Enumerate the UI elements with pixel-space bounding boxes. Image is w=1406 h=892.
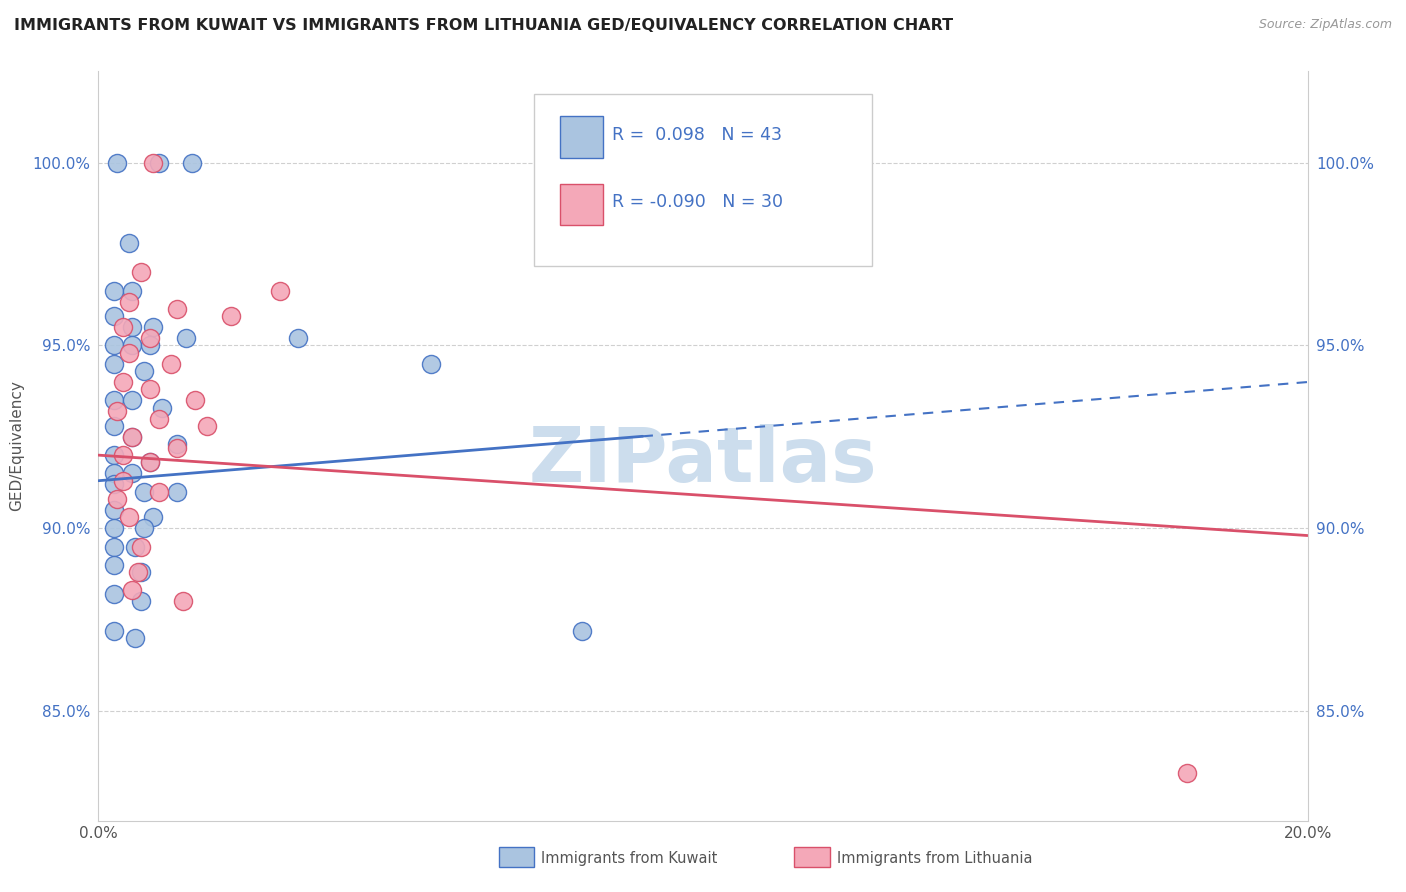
Point <box>129 594 152 608</box>
Point <box>166 301 188 316</box>
Point <box>111 448 134 462</box>
Point <box>184 393 207 408</box>
Point <box>195 418 218 433</box>
Point <box>103 418 125 433</box>
Point <box>181 155 204 169</box>
Point <box>139 455 162 469</box>
Point <box>103 357 125 371</box>
Point <box>118 294 141 309</box>
Point <box>124 540 146 554</box>
FancyBboxPatch shape <box>561 184 603 225</box>
Point <box>103 624 125 638</box>
Point <box>571 624 593 638</box>
Text: R =  0.098   N = 43: R = 0.098 N = 43 <box>613 126 782 144</box>
Point <box>172 594 194 608</box>
Point <box>121 467 143 481</box>
Point <box>124 631 146 645</box>
Point <box>103 503 125 517</box>
Point <box>103 284 125 298</box>
Point <box>148 155 170 169</box>
Point <box>111 375 134 389</box>
Point <box>103 393 125 408</box>
Text: IMMIGRANTS FROM KUWAIT VS IMMIGRANTS FROM LITHUANIA GED/EQUIVALENCY CORRELATION : IMMIGRANTS FROM KUWAIT VS IMMIGRANTS FRO… <box>14 18 953 33</box>
Y-axis label: GED/Equivalency: GED/Equivalency <box>8 381 24 511</box>
Point <box>121 393 143 408</box>
Point <box>221 310 243 324</box>
Point <box>121 284 143 298</box>
Point <box>118 236 141 251</box>
Point <box>142 155 165 169</box>
Point <box>105 404 128 418</box>
Point <box>103 540 125 554</box>
Point <box>103 521 125 535</box>
Point <box>103 467 125 481</box>
Point <box>174 331 197 345</box>
Text: Source: ZipAtlas.com: Source: ZipAtlas.com <box>1258 18 1392 31</box>
FancyBboxPatch shape <box>534 94 872 266</box>
Point <box>118 346 141 360</box>
Point <box>103 477 125 491</box>
Point <box>105 155 128 169</box>
Point <box>1175 766 1198 780</box>
Point <box>139 338 162 352</box>
Point <box>132 521 155 535</box>
Point <box>287 331 309 345</box>
Point <box>103 310 125 324</box>
Point <box>121 583 143 598</box>
Text: R = -0.090   N = 30: R = -0.090 N = 30 <box>613 194 783 211</box>
Point <box>142 510 165 524</box>
Point <box>111 320 134 334</box>
Point <box>661 236 683 251</box>
Point <box>129 565 152 579</box>
Point <box>420 357 443 371</box>
Point <box>111 474 134 488</box>
Point <box>269 284 291 298</box>
Point <box>132 364 155 378</box>
Point <box>129 265 152 279</box>
FancyBboxPatch shape <box>561 116 603 158</box>
Point <box>103 558 125 572</box>
Point <box>118 510 141 524</box>
Point <box>160 357 183 371</box>
Point <box>121 338 143 352</box>
Point <box>103 587 125 601</box>
Point <box>148 411 170 425</box>
Point <box>127 565 149 579</box>
Point <box>139 455 162 469</box>
Text: Immigrants from Kuwait: Immigrants from Kuwait <box>541 851 717 865</box>
Point <box>105 491 128 506</box>
Point <box>121 430 143 444</box>
Point <box>129 540 152 554</box>
Text: ZIPatlas: ZIPatlas <box>529 424 877 498</box>
Point <box>132 484 155 499</box>
Point <box>150 401 173 415</box>
Text: Immigrants from Lithuania: Immigrants from Lithuania <box>837 851 1032 865</box>
Point <box>166 484 188 499</box>
Point <box>103 338 125 352</box>
Point <box>121 430 143 444</box>
Point <box>142 320 165 334</box>
Point <box>148 484 170 499</box>
Point <box>139 382 162 396</box>
Point <box>103 448 125 462</box>
Point <box>121 320 143 334</box>
Point <box>139 331 162 345</box>
Point <box>166 441 188 455</box>
Point <box>166 437 188 451</box>
